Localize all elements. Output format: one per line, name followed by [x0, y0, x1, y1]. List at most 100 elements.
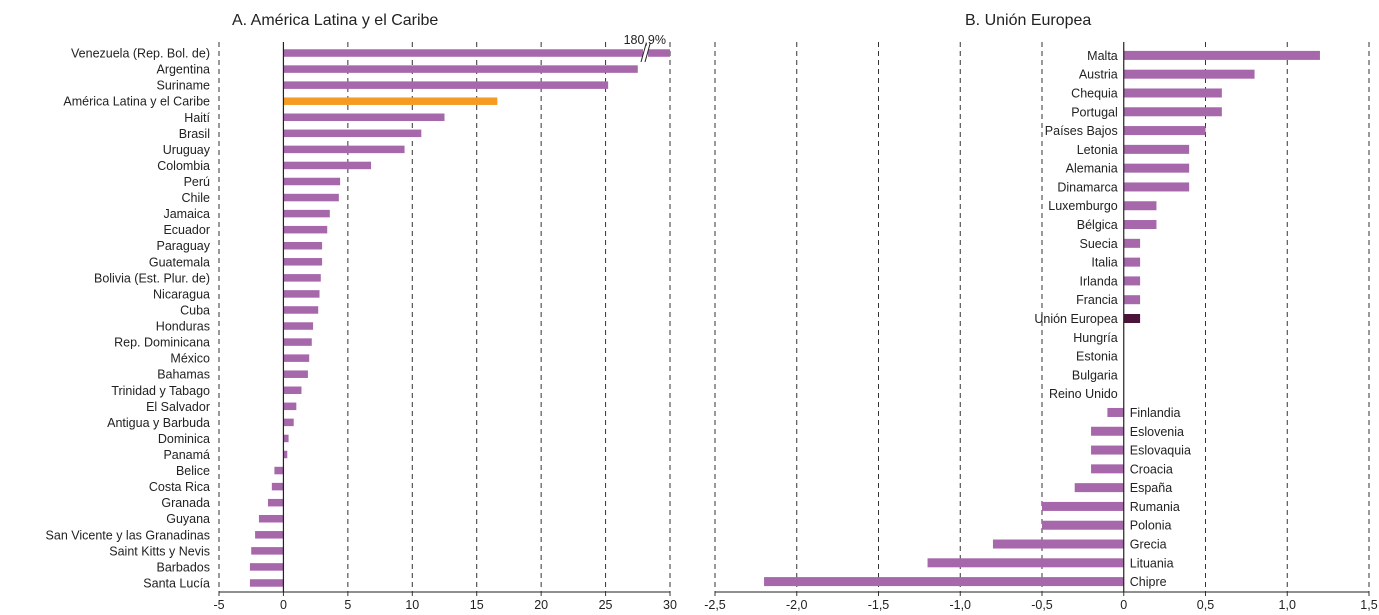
- bar-break-mark: [640, 43, 647, 63]
- bar-suriname: [283, 81, 609, 89]
- category-label: Nicaragua: [153, 287, 210, 301]
- bar-bolivia-est-plur-de: [283, 274, 321, 282]
- bar-annotation: 180,9%: [624, 33, 666, 47]
- bar-saint-kitts-y-nevis: [251, 547, 284, 555]
- category-label: España: [1130, 481, 1172, 495]
- bar-paraguay: [283, 241, 323, 250]
- category-label: Croacia: [1130, 462, 1173, 476]
- x-tick-label: -0,5: [1031, 598, 1053, 612]
- bar-haiti: [283, 113, 445, 122]
- category-label: Venezuela (Rep. Bol. de): [71, 47, 210, 61]
- category-label: Rumania: [1130, 500, 1180, 514]
- category-label: Panamá: [163, 448, 210, 462]
- category-label: Finlandia: [1130, 406, 1181, 420]
- category-label: Honduras: [156, 320, 210, 334]
- category-label: Hungría: [1073, 331, 1118, 345]
- bar-santa-lucia: [249, 579, 284, 587]
- bar-suecia: [1123, 238, 1141, 248]
- category-label: Barbados: [156, 560, 210, 574]
- category-label: Uruguay: [163, 143, 211, 157]
- category-label: Granada: [161, 496, 210, 510]
- bar-rumania: [1042, 501, 1124, 511]
- x-tick-label: 1,0: [1279, 598, 1296, 612]
- bar-venezuela-rep-bol-de: [283, 49, 670, 57]
- category-label: Haití: [184, 111, 210, 125]
- bar-guatemala: [283, 258, 323, 266]
- category-label: Rep. Dominicana: [114, 336, 210, 350]
- category-label: Unión Europea: [1034, 312, 1117, 326]
- bar-finlandia: [1107, 407, 1124, 417]
- bar-antigua-y-barbuda: [283, 418, 294, 427]
- bar-polonia: [1042, 520, 1124, 530]
- bar-luxemburgo: [1123, 201, 1157, 211]
- category-label: Bolivia (Est. Plur. de): [94, 271, 210, 285]
- bar-croacia: [1091, 464, 1124, 474]
- category-label: Chile: [182, 191, 211, 205]
- chart-european-union: B. Unión Europea -2,5 -2,0 -1,5 -1,0 -0,5 0 0,5…: [704, 12, 1378, 612]
- category-label: Italia: [1091, 256, 1117, 270]
- category-label: Brasil: [179, 127, 210, 141]
- bar-nicaragua: [283, 290, 320, 298]
- category-label: Colombia: [157, 159, 210, 173]
- chart-latin-america: A. América Latina y el Caribe -5 0 5 10 15 20 2…: [46, 12, 677, 612]
- category-label: El Salvador: [146, 400, 210, 414]
- category-label: Portugal: [1071, 105, 1118, 119]
- category-label: Irlanda: [1080, 274, 1118, 288]
- bar-italia: [1123, 257, 1141, 267]
- bar-chequia: [1123, 88, 1222, 98]
- bar-mexico: [283, 354, 310, 362]
- bar-chile: [283, 193, 339, 202]
- bar-colombia: [283, 161, 372, 170]
- bar-espana: [1074, 483, 1124, 493]
- bar-dinamarca: [1123, 182, 1190, 192]
- bar-belgica: [1123, 220, 1157, 230]
- category-label: Argentina: [156, 63, 210, 77]
- bar-rep-dominicana: [283, 338, 312, 346]
- bar-chipre: [764, 577, 1124, 587]
- bar-eslovaquia: [1091, 445, 1124, 455]
- bar-costa-rica: [271, 482, 284, 491]
- bar-francia: [1123, 295, 1141, 305]
- category-label: Polonia: [1130, 519, 1172, 533]
- category-label: Costa Rica: [149, 480, 210, 494]
- bar-union-europea: [1123, 314, 1141, 323]
- x-tick-label: -1,5: [868, 598, 890, 612]
- category-label: Países Bajos: [1045, 124, 1118, 138]
- category-label: Estonia: [1076, 350, 1118, 364]
- bar-malta: [1123, 50, 1320, 60]
- x-tick-label: 0: [1120, 598, 1127, 612]
- x-tick-label: 10: [405, 598, 419, 612]
- category-label: Austria: [1079, 68, 1118, 82]
- bar-bahamas: [283, 370, 308, 378]
- category-label: Suecia: [1080, 237, 1118, 251]
- category-label: Guyana: [166, 512, 210, 526]
- bar-austria: [1123, 69, 1255, 79]
- bar-portugal: [1123, 107, 1222, 117]
- category-label: Letonia: [1077, 143, 1118, 157]
- x-tick-label: 30: [663, 598, 677, 612]
- bar-granada: [267, 498, 284, 507]
- category-label: Dominica: [158, 432, 210, 446]
- bar-guyana: [258, 514, 284, 523]
- category-label: Bélgica: [1077, 218, 1118, 232]
- category-label: Antigua y Barbuda: [107, 416, 210, 430]
- x-tick-label: 1,5: [1360, 598, 1377, 612]
- category-label: Saint Kitts y Nevis: [109, 544, 210, 558]
- bar-letonia: [1123, 144, 1190, 154]
- bar-cuba: [283, 306, 319, 314]
- bar-dominica: [283, 434, 289, 443]
- bar-irlanda: [1123, 276, 1141, 286]
- bar-peru: [283, 177, 341, 186]
- x-tick-label: 0: [280, 598, 287, 612]
- x-tick-label: -2,5: [704, 598, 726, 612]
- bar-paises-bajos: [1123, 126, 1206, 136]
- category-label: Trinidad y Tabago: [111, 384, 210, 398]
- bar-barbados: [249, 563, 284, 571]
- category-label: Guatemala: [149, 255, 210, 269]
- bar-trinidad-y-tabago: [283, 386, 302, 395]
- bar-honduras: [283, 322, 314, 330]
- bar-brasil: [283, 129, 422, 138]
- category-label: San Vicente y las Granadinas: [46, 528, 210, 542]
- category-label: Cuba: [180, 303, 210, 317]
